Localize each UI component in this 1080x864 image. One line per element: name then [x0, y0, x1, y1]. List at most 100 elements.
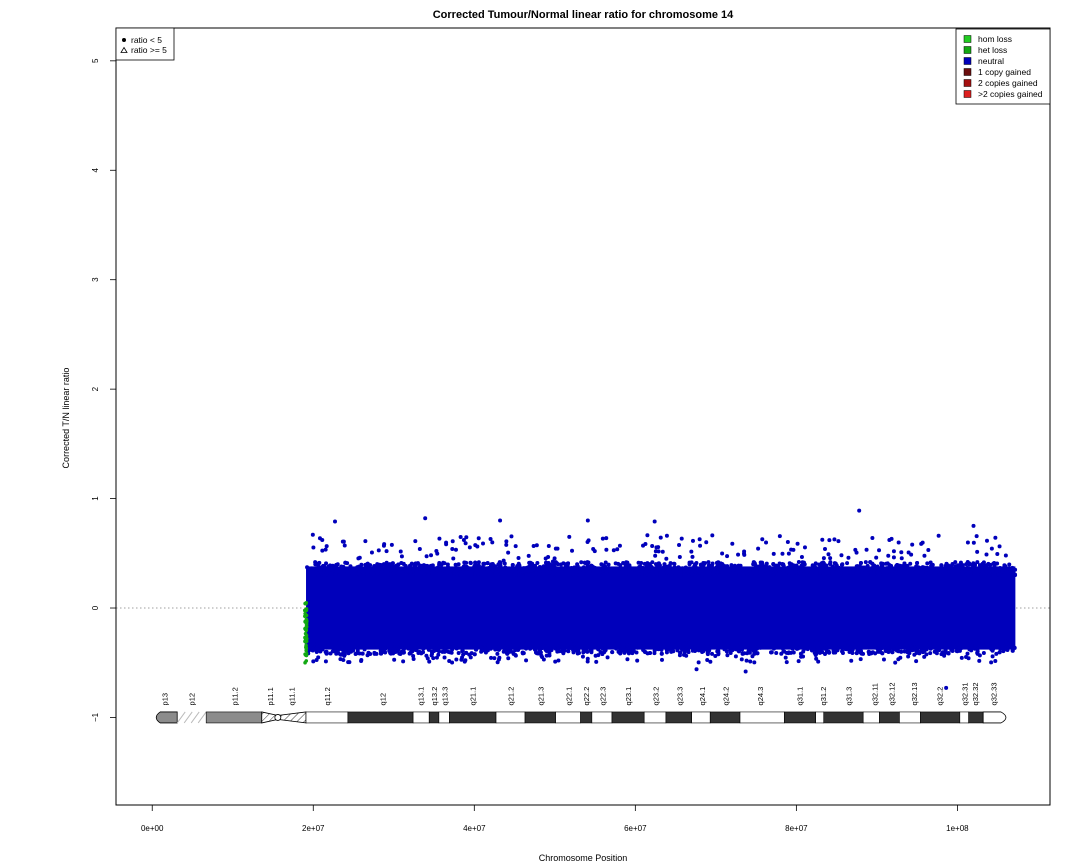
neutral-point — [347, 642, 352, 647]
neutral-point — [689, 560, 694, 565]
neutral-point — [710, 533, 715, 538]
neutral-point — [528, 646, 533, 651]
neutral-point — [633, 567, 638, 572]
neutral-point — [824, 563, 829, 568]
neutral-point — [321, 568, 326, 573]
neutral-point — [476, 563, 481, 568]
het-loss-point — [304, 625, 309, 629]
neutral-point — [816, 659, 821, 664]
neutral-point — [722, 642, 727, 647]
band-label: q23.2 — [651, 687, 660, 706]
neutral-point — [615, 641, 620, 646]
neutral-point — [540, 645, 545, 650]
neutral-point — [780, 562, 785, 567]
neutral-point — [389, 648, 394, 653]
neutral-point — [516, 647, 521, 652]
neutral-point — [745, 645, 750, 650]
neutral-point — [760, 537, 765, 542]
band-label: q32.12 — [887, 682, 896, 705]
neutral-point — [912, 641, 917, 646]
neutral-point — [328, 563, 333, 568]
neutral-point — [452, 638, 457, 643]
neutral-point — [603, 645, 608, 650]
band-stalk-stroke — [183, 711, 193, 724]
neutral-point — [610, 650, 615, 655]
neutral-point — [820, 564, 825, 569]
neutral-point — [786, 551, 791, 556]
neutral-point — [544, 560, 549, 565]
neutral-point — [328, 651, 333, 656]
band-q11-2 — [305, 711, 349, 724]
neutral-point — [593, 653, 598, 658]
neutral-point — [560, 649, 565, 654]
neutral-point — [727, 644, 732, 649]
neutral-point — [990, 648, 995, 653]
neutral-point — [490, 540, 495, 545]
band-stalk-stroke — [197, 711, 207, 724]
neutral-point — [767, 565, 772, 570]
neutral-point — [899, 649, 904, 654]
neutral-point — [429, 553, 434, 558]
neutral-point — [460, 566, 465, 571]
neutral-point — [848, 647, 853, 652]
neutral-point — [722, 647, 727, 652]
neutral-point — [929, 565, 934, 570]
neutral-point — [972, 562, 977, 567]
neutral-point — [963, 568, 968, 573]
neutral-point — [496, 657, 501, 662]
neutral-point — [665, 642, 670, 647]
neutral-point — [449, 650, 454, 655]
neutral-point — [706, 563, 711, 568]
neutral-point — [931, 572, 936, 577]
neutral-point — [439, 562, 444, 567]
neutral-point — [950, 648, 955, 653]
neutral-point — [535, 567, 540, 572]
neutral-point — [834, 563, 839, 568]
neutral-point — [580, 654, 585, 659]
neutral-point — [751, 648, 756, 653]
neutral-point — [604, 571, 609, 576]
neutral-point — [523, 566, 528, 571]
neutral-point — [516, 555, 521, 560]
neutral-point — [541, 640, 546, 645]
neutral-point — [946, 639, 951, 644]
neutral-point — [811, 647, 816, 652]
band-label: q32.2 — [936, 687, 945, 706]
neutral-point — [886, 642, 891, 647]
neutral-point — [338, 569, 343, 574]
neutral-point — [894, 648, 899, 653]
neutral-point — [791, 563, 796, 568]
neutral-point — [402, 572, 407, 577]
neutral-point — [417, 547, 422, 552]
neutral-point — [716, 652, 721, 657]
neutral-point — [414, 562, 419, 567]
neutral-point — [449, 572, 454, 577]
neutral-point — [421, 567, 426, 572]
neutral-point — [318, 567, 323, 572]
neutral-point — [898, 565, 903, 570]
neutral-point — [649, 644, 654, 649]
het-loss-point — [304, 628, 309, 633]
neutral-point — [396, 562, 401, 567]
neutral-point — [424, 565, 429, 570]
neutral-point — [968, 639, 973, 644]
neutral-point — [450, 566, 455, 571]
neutral-point — [460, 569, 465, 574]
neutral-point — [936, 533, 941, 538]
neutral-point — [971, 540, 976, 545]
neutral-point — [917, 565, 922, 570]
neutral-point — [645, 639, 650, 644]
neutral-point — [543, 556, 548, 561]
neutral-point — [684, 641, 689, 646]
neutral-point — [802, 545, 807, 550]
neutral-point — [690, 566, 695, 571]
neutral-point — [693, 648, 698, 653]
neutral-point — [370, 568, 375, 573]
neutral-point — [899, 550, 904, 555]
het-loss-point — [304, 645, 308, 650]
neutral-point — [605, 655, 610, 660]
neutral-point — [641, 646, 646, 651]
band-label: q22.3 — [598, 687, 607, 706]
neutral-point — [408, 650, 413, 655]
neutral-point — [928, 640, 933, 645]
